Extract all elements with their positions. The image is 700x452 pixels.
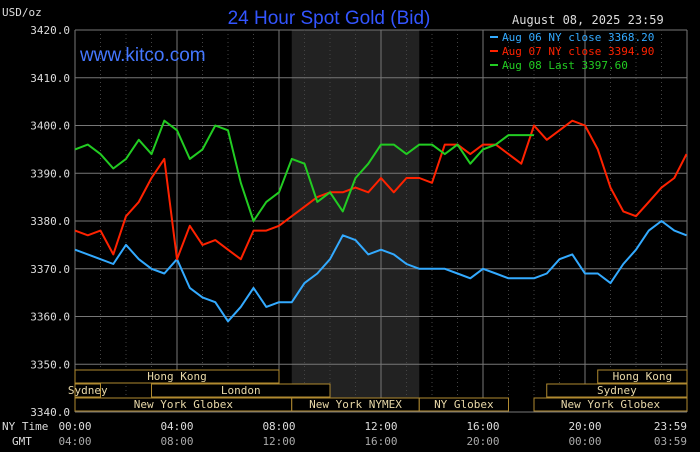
x-tick-label-ny: 04:00 bbox=[160, 420, 193, 433]
x-tick-label-gmt: 12:00 bbox=[262, 435, 295, 448]
session-label: New York Globex bbox=[561, 398, 661, 411]
x-tick-label-gmt: 03:59 bbox=[654, 435, 687, 448]
x-tick-label-ny: 00:00 bbox=[58, 420, 91, 433]
y-tick-label: 3380.0 bbox=[30, 215, 70, 228]
y-tick-label: 3340.0 bbox=[30, 406, 70, 419]
x-tick-label-ny: 12:00 bbox=[364, 420, 397, 433]
y-tick-label: 3410.0 bbox=[30, 72, 70, 85]
x-tick-label-gmt: 20:00 bbox=[466, 435, 499, 448]
y-tick-label: 3390.0 bbox=[30, 167, 70, 180]
ny-time-label: NY Time bbox=[2, 420, 48, 433]
y-tick-label: 3360.0 bbox=[30, 311, 70, 324]
session-label: NY Globex bbox=[434, 398, 494, 411]
y-tick-label: 3370.0 bbox=[30, 263, 70, 276]
y-tick-label: 3420.0 bbox=[30, 24, 70, 37]
x-tick-label-gmt: 16:00 bbox=[364, 435, 397, 448]
chart-title: 24 Hour Spot Gold (Bid) bbox=[228, 8, 431, 29]
legend-entry: Aug 07 NY close 3394.90 bbox=[502, 45, 654, 58]
x-tick-label-ny: 16:00 bbox=[466, 420, 499, 433]
series-line-3 bbox=[74, 119, 534, 222]
x-tick-label-gmt: 00:00 bbox=[568, 435, 601, 448]
session-box bbox=[533, 397, 688, 412]
x-tick-label-gmt: 04:00 bbox=[58, 435, 91, 448]
x-tick-label-ny: 23:59 bbox=[654, 420, 687, 433]
gmt-label: GMT bbox=[12, 435, 32, 448]
legend-entry: Aug 08 Last 3397.60 bbox=[502, 59, 628, 72]
price-series bbox=[74, 119, 688, 323]
session-box bbox=[74, 383, 101, 398]
legend-entry: Aug 06 NY close 3368.20 bbox=[502, 31, 654, 44]
x-tick-label-ny: 08:00 bbox=[262, 420, 295, 433]
unit-label: USD/oz bbox=[2, 6, 42, 19]
grid-lines bbox=[74, 29, 688, 413]
session-label: Sydney bbox=[68, 384, 108, 397]
session-box bbox=[546, 383, 688, 398]
y-tick-label: 3350.0 bbox=[30, 358, 70, 371]
session-box bbox=[418, 397, 509, 412]
session-box bbox=[74, 369, 280, 384]
x-tick-label-gmt: 08:00 bbox=[160, 435, 193, 448]
x-axis-ticks: 00:00 04:00 08:00 12:00 16:00 20:00 23:59 04:00… bbox=[58, 420, 687, 448]
watermark: www.kitco.com bbox=[79, 45, 206, 66]
session-label: New York NYMEX bbox=[309, 398, 402, 411]
y-tick-label: 3400.0 bbox=[30, 120, 70, 133]
session-label: London bbox=[221, 384, 261, 397]
session-label: Sydney bbox=[597, 384, 637, 397]
session-box bbox=[151, 383, 331, 398]
session-label: Hong Kong bbox=[613, 370, 673, 383]
date-label: August 08, 2025 23:59 bbox=[512, 13, 664, 27]
session-box bbox=[597, 369, 688, 384]
session-label: Hong Kong bbox=[147, 370, 207, 383]
series-line-2 bbox=[74, 119, 688, 261]
y-axis-ticks: 3420.0 3410.0 3400.0 3390.0 3380.0 3370.0 3360… bbox=[30, 24, 70, 419]
x-tick-label-ny: 20:00 bbox=[568, 420, 601, 433]
session-label: New York Globex bbox=[134, 398, 234, 411]
